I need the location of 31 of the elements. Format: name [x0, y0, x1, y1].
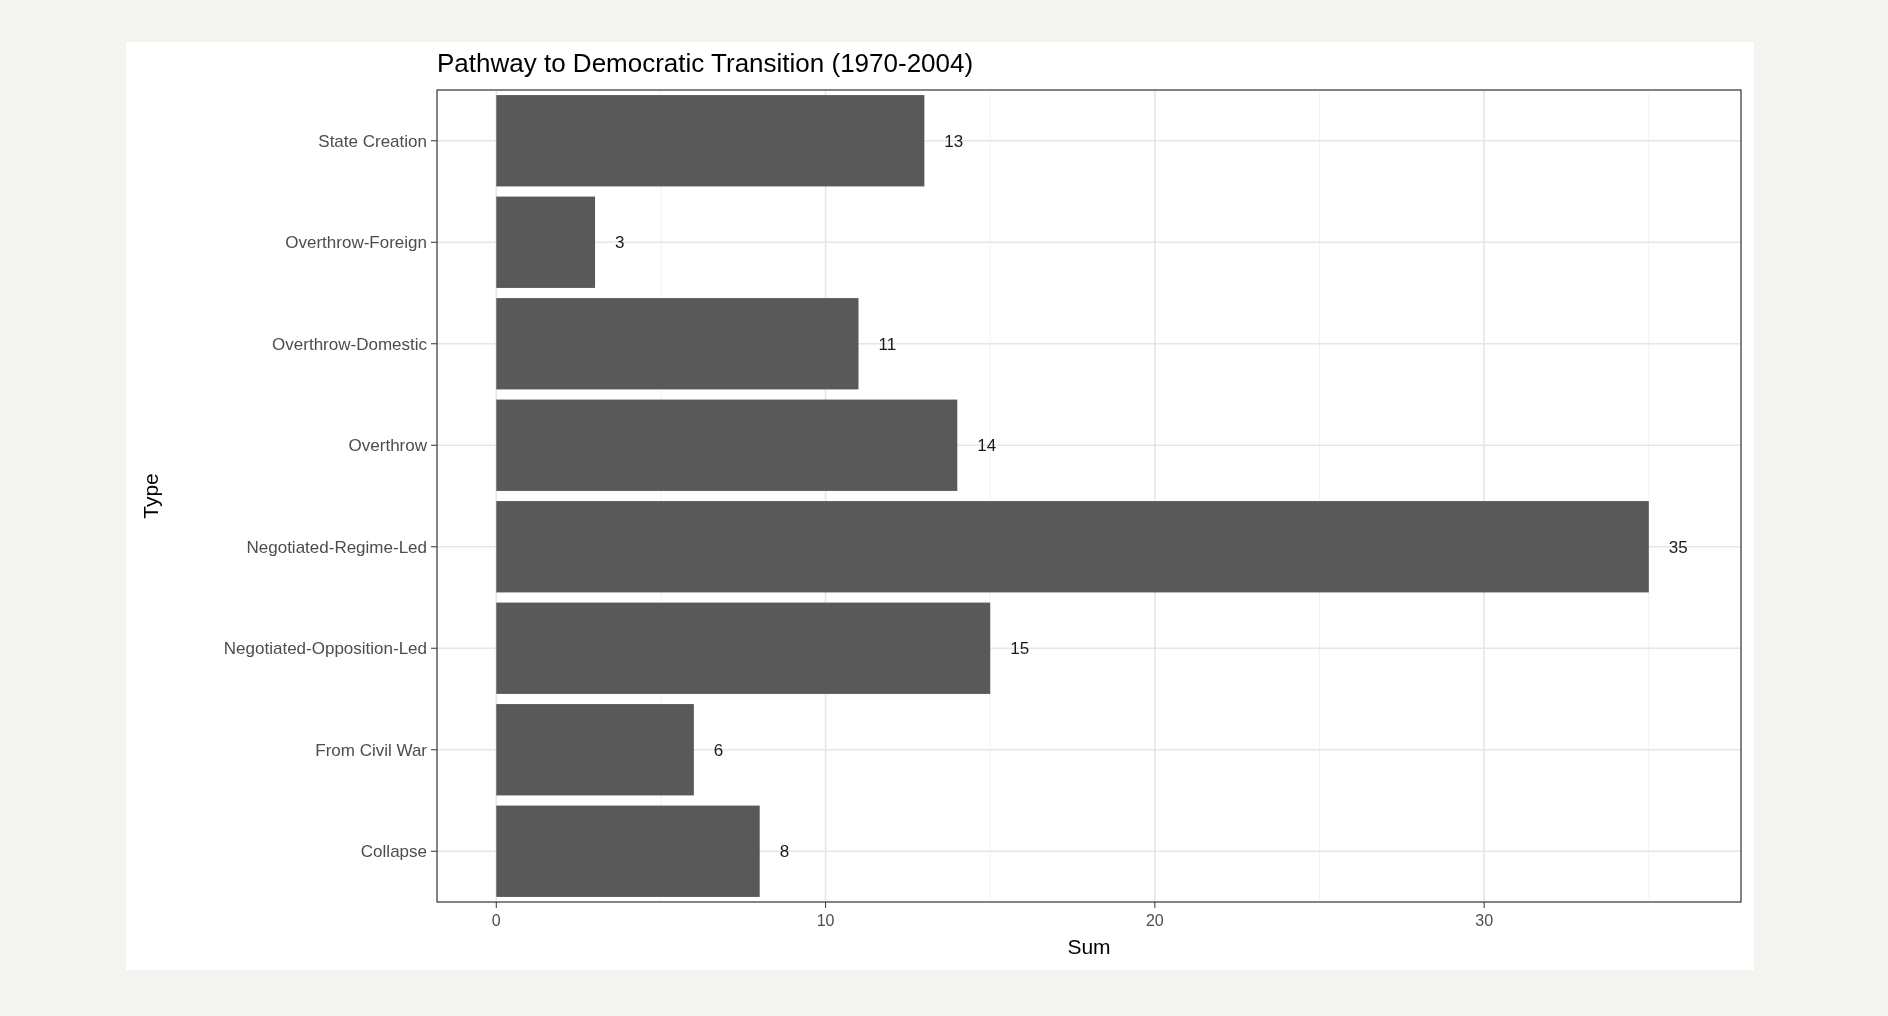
y-tick-label: Negotiated-Opposition-Led	[223, 639, 427, 659]
bar	[496, 501, 1649, 593]
y-tick-label: From Civil War	[315, 740, 428, 760]
data-label: 11	[878, 334, 897, 354]
x-tick-label: 20	[1145, 912, 1164, 929]
y-tick-label: Overthrow-Domestic	[272, 334, 428, 354]
x-tick-label: 30	[1475, 912, 1494, 929]
data-label: 6	[713, 740, 724, 760]
data-label: 35	[1668, 537, 1688, 557]
bar	[496, 704, 694, 796]
x-tick-label: 10	[816, 912, 835, 929]
y-axis-title: Type	[139, 473, 162, 519]
data-label: 3	[615, 233, 625, 253]
data-label: 8	[779, 842, 790, 862]
data-label: 14	[977, 436, 997, 456]
chart-title: Pathway to Democratic Transition (1970-2004)	[437, 48, 974, 78]
y-tick-label: Overthrow	[348, 436, 428, 456]
x-tick-label: 0	[491, 912, 501, 929]
data-label: 15	[1010, 639, 1030, 659]
y-tick-label: Negotiated-Regime-Led	[246, 537, 427, 557]
bar	[496, 196, 596, 288]
bar	[496, 399, 958, 491]
y-tick-label: State Creation	[318, 131, 427, 151]
data-label: 13	[944, 131, 964, 151]
bar	[496, 805, 760, 897]
bar	[496, 602, 991, 694]
y-tick-label: Overthrow-Foreign	[285, 233, 427, 253]
bar	[496, 95, 925, 187]
bar	[496, 298, 859, 390]
x-axis-title: Sum	[1067, 935, 1111, 958]
y-tick-label: Collapse	[360, 842, 427, 862]
